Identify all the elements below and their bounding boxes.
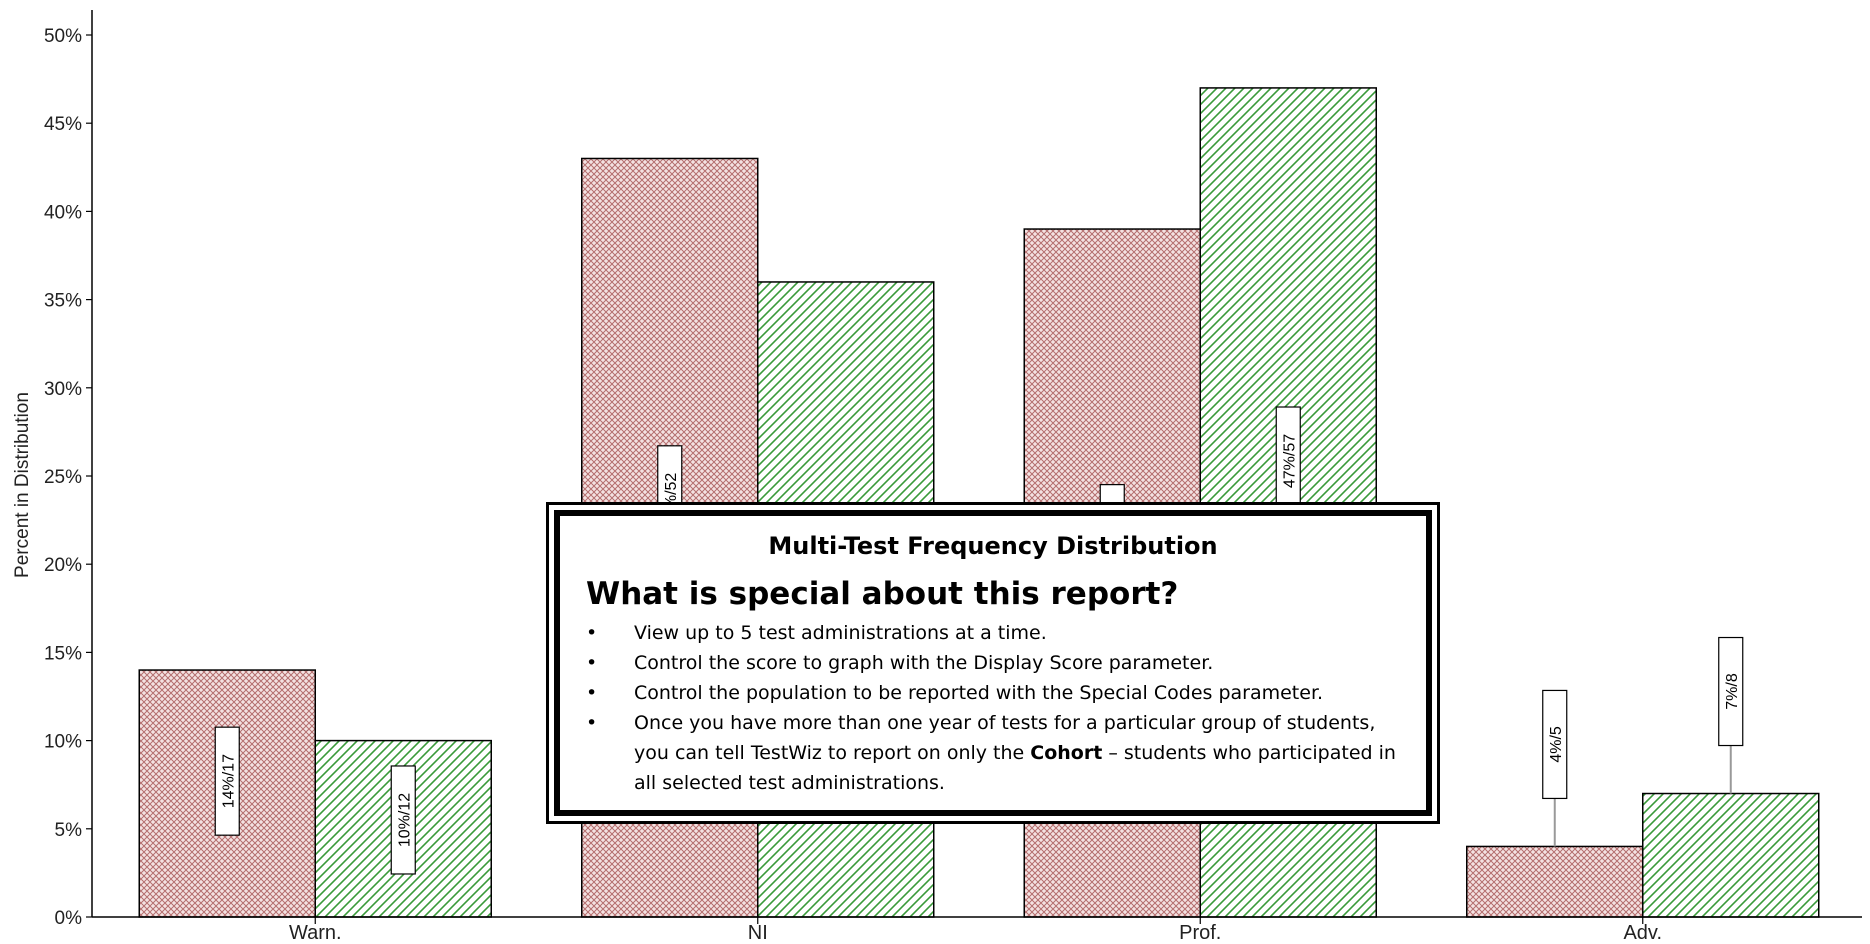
bullet-item: View up to 5 test administrations at a t… xyxy=(586,618,1400,648)
y-tick-label: 40% xyxy=(44,202,82,223)
data-label: 10%/12 xyxy=(396,793,413,847)
bar xyxy=(1642,792,1820,918)
data-label: 4%/5 xyxy=(1548,726,1565,763)
data-label: 14%/17 xyxy=(220,754,237,808)
cohort-term: Cohort xyxy=(1030,742,1103,764)
y-tick-label: 25% xyxy=(44,467,82,488)
y-tick-label: 35% xyxy=(44,291,82,312)
y-tick-label: 5% xyxy=(55,820,83,841)
bullet-text: – students who participated in all selec… xyxy=(634,742,1396,794)
x-tick-label: NI xyxy=(748,922,768,944)
y-tick-label: 15% xyxy=(44,643,82,664)
y-tick-label: 0% xyxy=(55,908,83,929)
bar xyxy=(1466,845,1644,918)
x-tick-label: Adv. xyxy=(1623,922,1662,944)
y-tick-label: 45% xyxy=(44,114,82,135)
info-box-bullet-list: View up to 5 test administrations at a t… xyxy=(586,618,1400,798)
info-box-inner: Multi-Test Frequency Distribution What i… xyxy=(554,510,1432,816)
y-tick-label: 30% xyxy=(44,379,82,400)
data-label-box xyxy=(1718,636,1744,747)
x-tick-label: Warn. xyxy=(289,922,342,944)
info-box-heading: What is special about this report? xyxy=(586,576,1179,612)
bullet-item: Control the population to be reported wi… xyxy=(586,678,1400,708)
x-axis: Warn. NI Prof. Adv. xyxy=(92,916,1862,944)
x-tick-label: Prof. xyxy=(1179,922,1221,944)
info-box-title: Multi-Test Frequency Distribution xyxy=(768,532,1218,560)
bullet-item: Control the score to graph with the Disp… xyxy=(586,648,1400,678)
y-tick-label: 10% xyxy=(44,732,82,753)
y-tick-label: 20% xyxy=(44,555,82,576)
data-label-box xyxy=(1542,689,1568,800)
data-label: 7%/8 xyxy=(1724,673,1741,710)
y-tick-label: 50% xyxy=(44,26,82,47)
bullet-item-cohort: Once you have more than one year of test… xyxy=(586,708,1400,798)
data-label: 47%/57 xyxy=(1281,434,1298,488)
data-label-box xyxy=(390,765,416,875)
y-axis: 0% 5% 10% 15% 20% 25% 30% 35% 40% 45% 50% xyxy=(44,10,93,929)
info-box: Multi-Test Frequency Distribution What i… xyxy=(546,502,1440,824)
bullet-text: Once you have more than one year of test… xyxy=(634,712,1376,764)
data-label-box xyxy=(214,726,240,836)
y-axis-title: Percent in Distribution xyxy=(12,392,33,578)
